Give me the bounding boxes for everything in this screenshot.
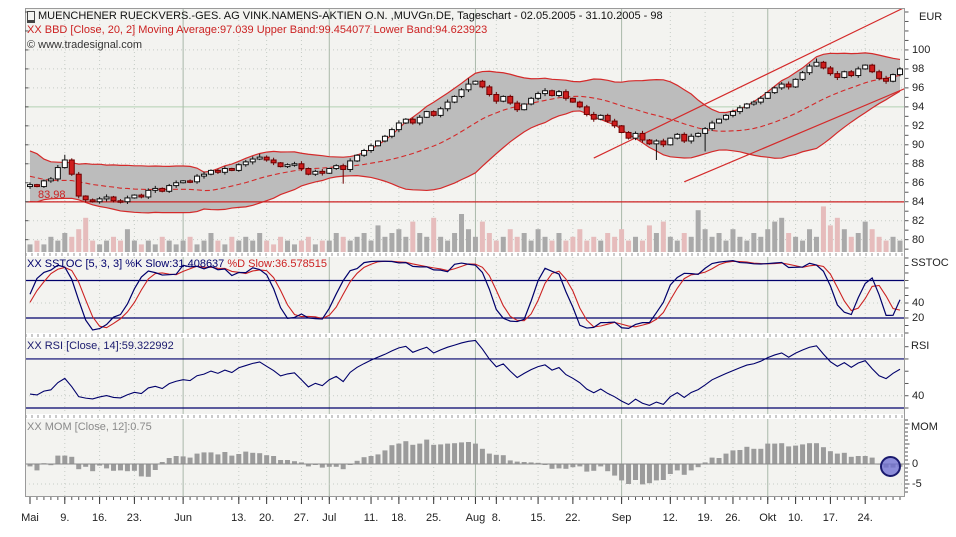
bollinger-indicator-label: XX BBD [Close, 20, 2] Moving Average:97.…	[27, 24, 488, 36]
price-axis-tick-label: 98	[912, 62, 925, 75]
x-axis-label: 13.	[231, 512, 247, 524]
x-axis-label: 23.	[126, 512, 143, 524]
x-axis-label: Aug	[465, 512, 486, 524]
copyright-label: © www.tradesignal.com	[27, 39, 143, 51]
price-axis-tick-label: 80	[912, 233, 925, 246]
x-axis-label: 27.	[293, 512, 310, 524]
rsi-header: XX RSI [Close, 14]:59.322992	[27, 340, 174, 352]
volume-bars-group	[27, 206, 903, 252]
x-axis-label: 25.	[426, 512, 442, 524]
mom-axis-tick-label: -5	[912, 478, 922, 490]
x-axis-label: 26.	[725, 512, 741, 524]
x-axis-label: 20.	[258, 512, 275, 524]
mom-axis-tick-label: 0	[912, 458, 919, 470]
x-axis-label: 17.	[822, 512, 839, 524]
x-axis-label: 18.	[391, 512, 407, 524]
price-axis-unit: EUR	[919, 11, 943, 23]
stochastic-k-label: XX SSTOC [5, 3, 3] %K Slow:31.408637	[27, 258, 225, 270]
stochastic-k-line	[29, 260, 901, 331]
x-axis-label: 10.	[787, 512, 804, 524]
panel-divider[interactable]	[25, 334, 905, 337]
x-axis-label: 9.	[60, 512, 70, 524]
x-axis-label: 24.	[857, 512, 873, 524]
x-axis-label: Jul	[322, 512, 337, 524]
price-panel-canvas[interactable]	[25, 8, 905, 252]
x-axis-label: Jun	[174, 512, 192, 524]
x-axis-label: 22.	[565, 512, 581, 524]
x-axis-label: Mai	[21, 512, 39, 524]
stochastic-d-label: %D Slow:36.578515	[227, 258, 328, 270]
sstoc-axis-tick-label: 20	[912, 311, 925, 324]
momentum-panel-canvas[interactable]	[25, 419, 905, 496]
axis-section-label-mom: MOM	[911, 421, 938, 433]
x-axis-label: 11.	[363, 512, 379, 524]
x-axis-label: 19.	[697, 512, 713, 524]
price-axis-tick-label: 88	[912, 157, 925, 170]
price-axis-tick-label: 90	[912, 138, 925, 151]
price-axis-tick-label: 100	[912, 43, 931, 56]
stochastic-header: XX SSTOC [5, 3, 3] %K Slow:31.408637 %D …	[27, 258, 327, 270]
panel-divider[interactable]	[25, 415, 905, 418]
price-axis-tick-label: 92	[912, 119, 925, 132]
price-axis-tick-label: 86	[912, 176, 925, 189]
price-axis-tick-label: 96	[912, 81, 925, 94]
x-axis-label: Sep	[611, 512, 632, 524]
x-axis-label: 15.	[530, 512, 546, 524]
sstoc-axis-tick-label: 40	[912, 296, 925, 309]
price-axis-tick-label: 82	[912, 214, 925, 227]
x-axis-label: Okt	[759, 512, 777, 524]
axis-section-label-sstoc: SSTOC	[911, 257, 949, 269]
support-line-label: 83.98	[38, 188, 66, 201]
panel-divider[interactable]	[25, 253, 905, 256]
rsi-axis-tick-label: 40	[912, 389, 925, 402]
price-axis-tick-label: 84	[912, 195, 925, 208]
chart-title: MUENCHENER RUECKVERS.-GES. AG VINK.NAMEN…	[38, 10, 663, 22]
axis-section-label-rsi: RSI	[911, 340, 930, 352]
x-axis-label: 16.	[91, 512, 108, 524]
price-axis-tick-label: 94	[912, 100, 925, 113]
x-axis-label: 12.	[662, 512, 678, 524]
ellipse-annotation[interactable]	[880, 455, 902, 477]
x-axis-label: 8.	[491, 512, 501, 524]
momentum-header: XX MOM [Close, 12]:0.75	[27, 421, 152, 433]
pin-icon	[27, 11, 35, 23]
momentum-bars-group	[27, 439, 903, 485]
